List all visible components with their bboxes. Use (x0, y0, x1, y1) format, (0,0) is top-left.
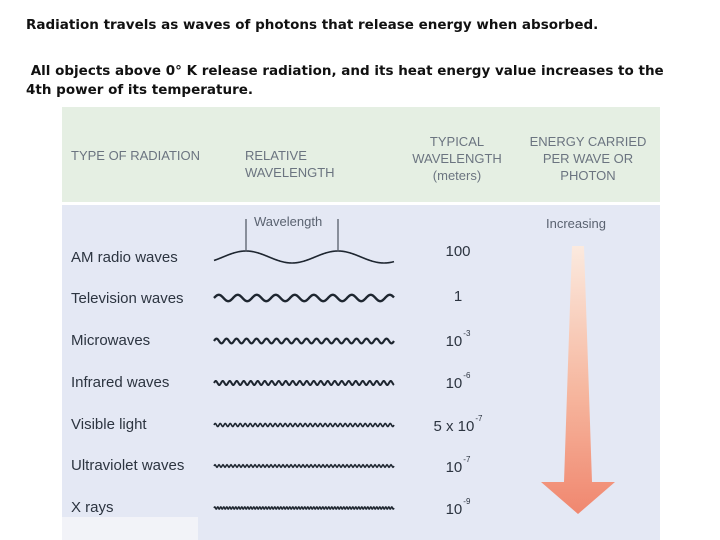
row-value-microwaves-exp: -3 (463, 329, 471, 338)
row-value-visible-exp: -7 (475, 414, 483, 423)
header-typical-wavelength-text: TYPICAL WAVELENGTH (412, 134, 502, 166)
radiation-figure: TYPE OF RADIATION RELATIVE WAVELENGTH TY… (62, 107, 660, 540)
row-name-visible-light: Visible light (71, 416, 147, 433)
figure-header: TYPE OF RADIATION RELATIVE WAVELENGTH TY… (62, 107, 660, 202)
row-value-infrared: 10-6 (402, 371, 514, 392)
row-value-microwaves: 10-3 (402, 329, 514, 350)
row-name-x-rays: X rays (71, 499, 114, 516)
header-typical-unit: (meters) (432, 168, 482, 183)
row-value-microwaves-base: 10 (445, 333, 463, 350)
row-value-am-radio: 100 (445, 243, 471, 260)
intro-line-2: All objects above 0° K release radiation… (26, 62, 686, 100)
wave-line-6 (213, 463, 395, 469)
row-value-x-rays-base: 10 (445, 501, 463, 518)
header-type-of-radiation: TYPE OF RADIATION (71, 148, 201, 163)
header-energy-carried: ENERGY CARRIED PER WAVE OR PHOTON (529, 134, 647, 183)
row-value-infrared-exp: -6 (463, 371, 471, 380)
row-value-x-rays-exp: -9 (463, 497, 471, 506)
wave-line-2 (213, 293, 395, 303)
row-value-ultraviolet: 10-7 (402, 455, 514, 476)
wave-line-5 (213, 422, 395, 428)
row-value-ultraviolet-base: 10 (445, 459, 463, 476)
row-value-x-rays: 10-9 (402, 497, 514, 518)
increasing-arrow (541, 246, 615, 514)
row-name-microwaves: Microwaves (71, 332, 151, 349)
increasing-label: Increasing (546, 216, 606, 231)
row-value-television: 1 (453, 288, 463, 305)
intro-line-2-text: All objects above 0° K release radiation… (26, 63, 664, 98)
row-name-television: Television waves (71, 290, 184, 307)
row-name-ultraviolet: Ultraviolet waves (71, 457, 185, 474)
wave-line-7 (213, 506, 395, 510)
wave-line-1 (213, 250, 395, 264)
figure-graphics (213, 219, 615, 514)
row-name-am-radio: AM radio waves (71, 249, 178, 266)
row-value-visible-base: 5 x 10 (433, 418, 475, 435)
header-typical-wavelength: TYPICAL WAVELENGTH (meters) (402, 133, 512, 184)
wave-line-3 (213, 337, 395, 345)
row-value-ultraviolet-exp: -7 (463, 455, 471, 464)
row-name-infrared: Infrared waves (71, 374, 170, 391)
wavelength-label: Wavelength (254, 214, 323, 229)
intro-line-1: Radiation travels as waves of photons th… (26, 17, 599, 33)
header-divider (62, 202, 660, 205)
wave-line-4 (213, 380, 395, 386)
header-relative-wavelength: RELATIVE WAVELENGTH (245, 148, 335, 180)
wave-lines (213, 250, 395, 510)
row-value-visible-light: 5 x 10-7 (402, 414, 514, 435)
row-value-infrared-base: 10 (445, 375, 463, 392)
copyright-watermark (62, 517, 198, 540)
